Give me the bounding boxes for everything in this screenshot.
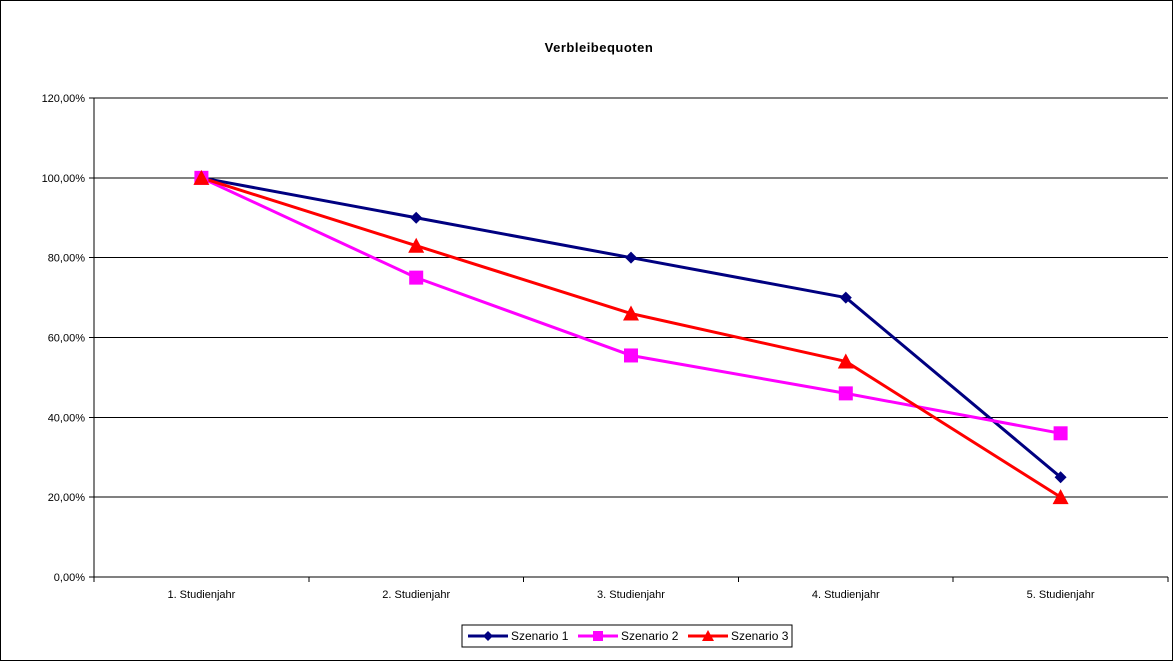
data-point [623,305,639,321]
legend-entry: Szenario 2 [578,629,679,643]
x-tick-label: 1. Studienjahr [167,589,235,601]
data-point [410,211,423,224]
axes: 0,00% 20,00% 40,00% 60,00% 80,00% 100,00% 120,… [42,93,1169,601]
data-point [1053,426,1068,441]
data-point [839,291,852,304]
legend: Szenario 1 Szenario 2 Szenario 3 [461,624,793,648]
legend-entry: Szenario 3 [688,629,789,643]
data-point [837,353,854,369]
data-point [1054,471,1067,484]
legend-label: Szenario 3 [731,629,789,643]
legend-label: Szenario 1 [511,629,569,643]
series-lines [193,169,1069,505]
data-point [838,386,853,401]
x-tick-label: 5. Studienjahr [1027,589,1095,601]
legend-entry: Szenario 1 [468,629,569,643]
series-line [201,176,1062,479]
y-tick-label: 60,00% [48,333,86,345]
chart-title: Verbleibequoten [545,40,654,55]
data-point [193,169,210,185]
legend-marker [483,631,493,641]
gridlines [94,97,1168,498]
y-tick-label: 120,00% [42,93,86,105]
legend-box [461,624,793,648]
data-point [625,251,637,264]
x-tick-label: 2. Studienjahr [382,589,450,601]
y-tick-label: 20,00% [48,492,86,504]
data-point [1052,489,1069,505]
y-tick-label: 80,00% [48,253,86,265]
data-point [408,237,425,253]
data-point [624,348,638,363]
legend-marker [702,630,714,641]
legend-marker [593,631,603,641]
legend-label: Szenario 2 [621,629,679,643]
data-point [409,270,424,285]
x-tick-label: 4. Studienjahr [812,589,880,601]
y-tick-label: 40,00% [48,412,86,424]
series-3-markers [193,169,1069,505]
y-tick-label: 0,00% [54,572,85,584]
x-tick-label: 3. Studienjahr [597,589,665,601]
y-tick-label: 100,00% [42,173,86,185]
series-1 [201,176,1062,479]
